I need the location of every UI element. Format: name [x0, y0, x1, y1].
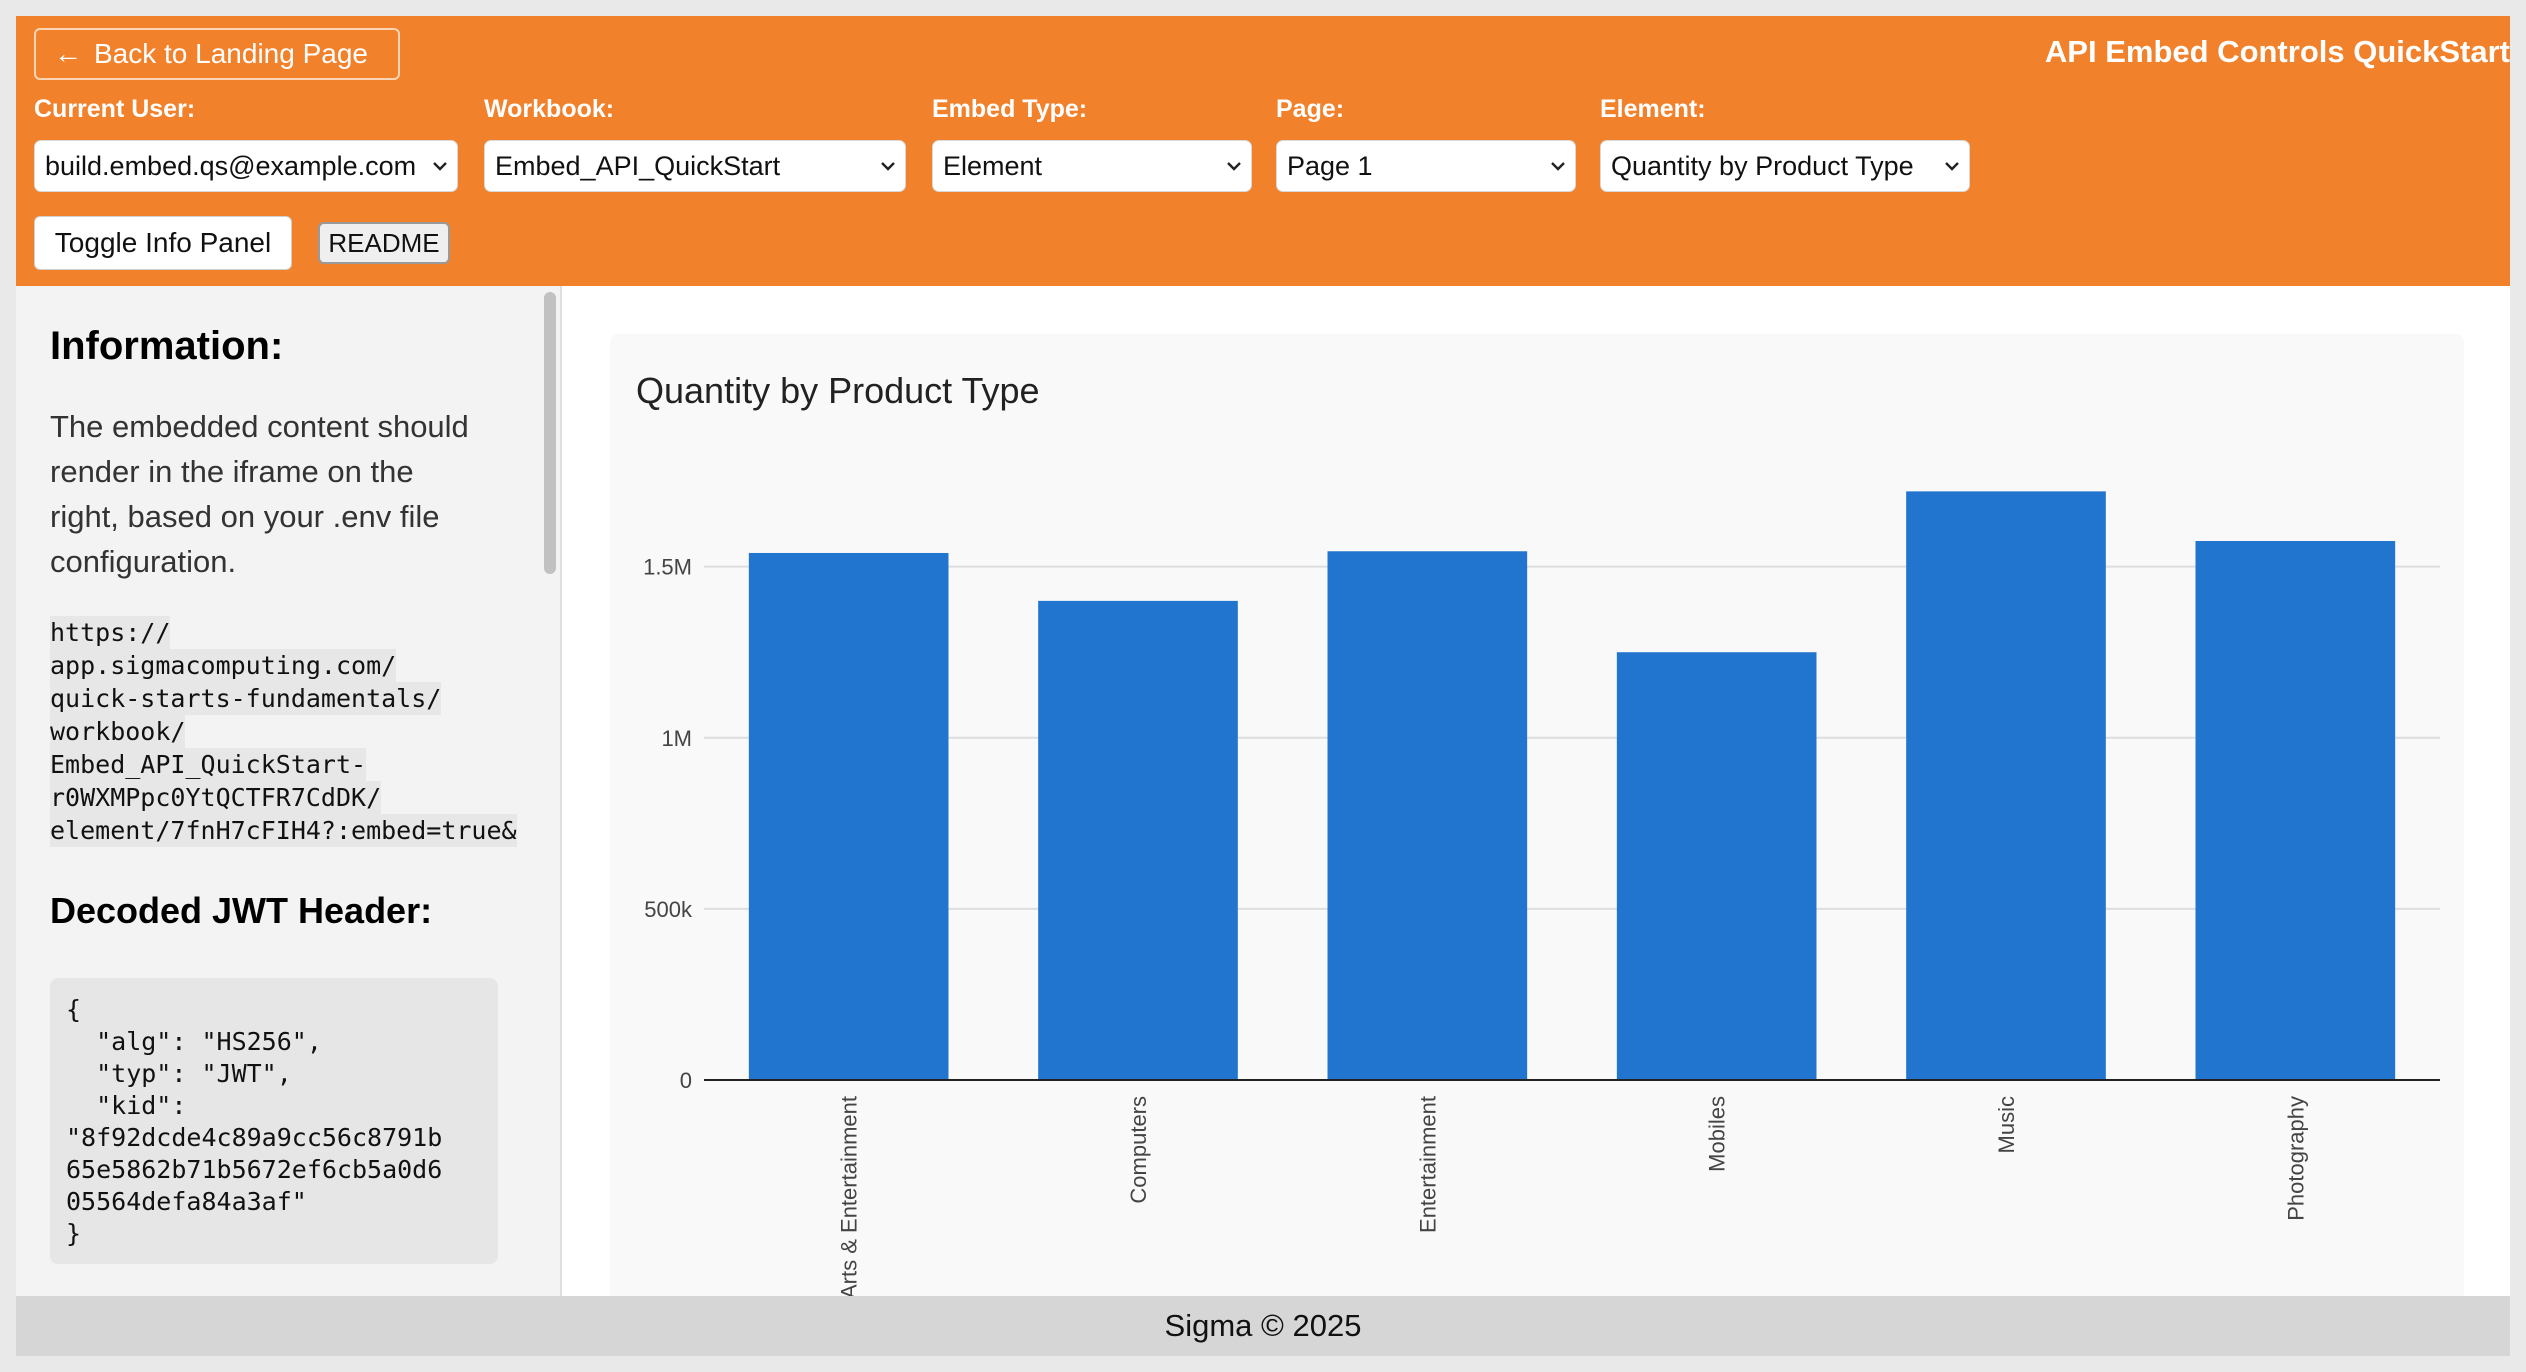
- app-title: API Embed Controls QuickStart: [2044, 34, 2510, 69]
- url-line: app.sigmacomputing.com/: [50, 649, 397, 682]
- element-value: Quantity by Product Type: [1611, 150, 1914, 181]
- current-user-label: Current User:: [34, 95, 196, 123]
- bar: [1906, 491, 2106, 1080]
- current-user-select[interactable]: build.embed.qs@example.com: [34, 140, 458, 192]
- y-tick-label: 0: [680, 1068, 692, 1093]
- url-line: element/7fnH7cFIH4?:embed=true&: [50, 814, 517, 847]
- info-text: The embedded content should render in th…: [50, 409, 469, 579]
- chevron-down-icon: [1541, 161, 1575, 171]
- workbook-select[interactable]: Embed_API_QuickStart: [484, 140, 906, 192]
- page-value: Page 1: [1287, 150, 1373, 181]
- footer-text: Sigma © 2025: [1164, 1308, 1362, 1343]
- x-tick-label: Entertainment: [1415, 1096, 1440, 1233]
- x-tick-label: Music: [1994, 1096, 2019, 1153]
- x-tick-label: Computers: [1126, 1096, 1151, 1204]
- y-tick-label: 500k: [644, 897, 693, 922]
- element-select[interactable]: Quantity by Product Type: [1600, 140, 1970, 192]
- bar: [748, 552, 949, 1080]
- chevron-down-icon: [871, 161, 905, 171]
- workbook-value: Embed_API_QuickStart: [495, 150, 781, 181]
- jwt-line: "8f92dcde4c89a9cc56c8791b: [66, 1123, 443, 1152]
- jwt-header-code: { "alg": "HS256", "typ": "JWT", "kid": "8…: [50, 978, 498, 1264]
- back-to-landing-button[interactable]: ← Back to Landing Page: [34, 28, 400, 80]
- url-line: workbook/: [50, 715, 186, 748]
- info-heading: Information:: [50, 324, 284, 368]
- url-line: quick-starts-fundamentals/: [50, 682, 442, 715]
- toggle-info-panel-button[interactable]: Toggle Info Panel: [34, 216, 292, 270]
- jwt-line: {: [66, 995, 82, 1024]
- current-user-value: build.embed.qs@example.com: [45, 150, 417, 181]
- workbook-label: Workbook:: [484, 95, 615, 123]
- footer: Sigma © 2025: [16, 1296, 2510, 1356]
- bar: [1616, 652, 1817, 1080]
- chart-title: Quantity by Product Type: [636, 370, 1040, 411]
- jwt-line: "typ": "JWT",: [66, 1059, 292, 1088]
- url-line: Embed_API_QuickStart-: [50, 748, 367, 781]
- x-tick-label: Mobiles: [1705, 1096, 1730, 1172]
- page-select[interactable]: Page 1: [1276, 140, 1576, 192]
- info-panel-scrollbar[interactable]: [536, 286, 562, 1312]
- jwt-line: "kid":: [66, 1091, 187, 1120]
- app-frame: ← Back to Landing Page API Embed Control…: [16, 16, 2510, 1356]
- bar: [1327, 551, 1528, 1080]
- jwt-line: 05564defa84a3af": [66, 1187, 307, 1216]
- chevron-down-icon: [423, 161, 457, 171]
- x-tick-label: Arts & Entertainment: [837, 1096, 862, 1299]
- page-label: Page:: [1276, 95, 1345, 123]
- y-tick-label: 1M: [661, 726, 692, 751]
- x-tick-label: Photography: [2283, 1096, 2308, 1221]
- bar: [2195, 541, 2396, 1080]
- back-button-label: Back to Landing Page: [94, 38, 368, 69]
- embed-type-label: Embed Type:: [932, 95, 1088, 123]
- jwt-line: "alg": "HS256",: [66, 1027, 322, 1056]
- url-line: r0WXMPpc0YtQCTFR7CdDK/: [50, 781, 382, 814]
- chevron-down-icon: [1935, 161, 1969, 171]
- embed-url: https:// app.sigmacomputing.com/ quick-s…: [50, 616, 536, 847]
- jwt-header-heading: Decoded JWT Header:: [50, 890, 433, 931]
- chart-card: Quantity by Product Type 0 500k 1M 1.5M Arts…: [610, 334, 2464, 1334]
- readme-button[interactable]: README: [318, 222, 450, 264]
- jwt-line: }: [66, 1219, 82, 1248]
- url-line: https://: [50, 616, 171, 649]
- header-bar: ← Back to Landing Page API Embed Control…: [16, 16, 2510, 286]
- embed-type-value: Element: [943, 150, 1043, 181]
- y-tick-label: 1.5M: [643, 555, 692, 580]
- arrow-left-icon: ←: [54, 38, 82, 69]
- embed-iframe[interactable]: Quantity by Product Type 0 500k 1M 1.5M Arts…: [562, 286, 2510, 1334]
- embed-type-select[interactable]: Element: [932, 140, 1252, 192]
- bar: [1038, 600, 1238, 1080]
- bar-chart: 0 500k 1M 1.5M Arts & Entertainment Computers…: [643, 491, 2440, 1299]
- chevron-down-icon: [1217, 161, 1251, 171]
- info-panel: Information: The embedded content should…: [16, 286, 536, 1312]
- jwt-line: 65e5862b71b5672ef6cb5a0d6: [66, 1155, 443, 1184]
- element-label: Element:: [1600, 95, 1706, 123]
- scrollbar-thumb[interactable]: [544, 292, 556, 574]
